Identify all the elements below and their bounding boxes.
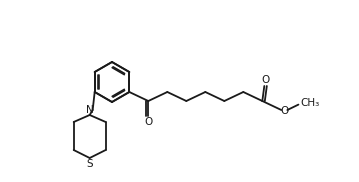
Text: O: O [144, 117, 153, 127]
Text: CH₃: CH₃ [301, 98, 320, 108]
Text: N: N [86, 105, 94, 115]
Text: S: S [87, 159, 93, 169]
Text: O: O [280, 106, 288, 116]
Text: O: O [261, 75, 270, 85]
